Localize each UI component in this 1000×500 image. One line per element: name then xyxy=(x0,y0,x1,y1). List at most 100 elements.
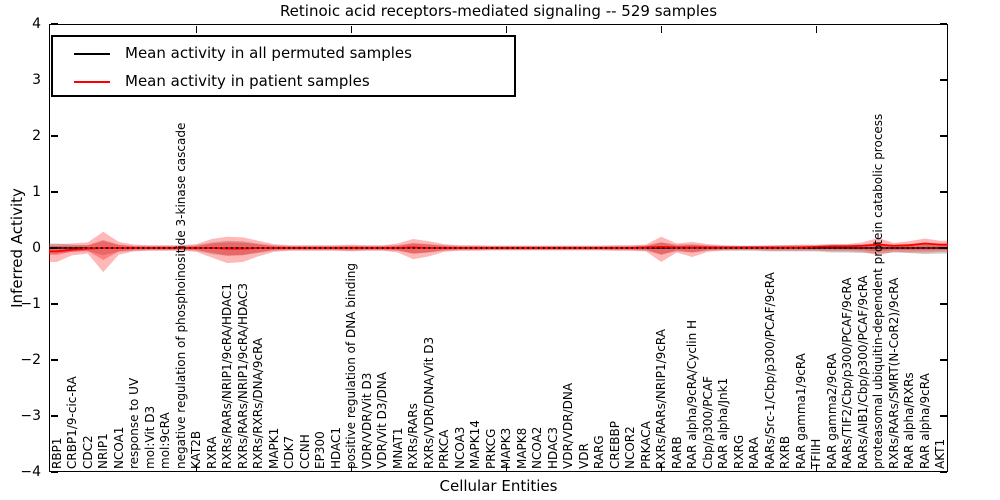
x-category-label: RXRs/RARs/NRIP1/9cRA/HDAC3 xyxy=(235,282,250,469)
x-category-label: response to UV xyxy=(127,377,142,469)
x-category-label: RAR alpha/RXRs xyxy=(902,372,917,469)
x-category-label: MAPK8 xyxy=(514,427,529,469)
tick-mark xyxy=(350,463,352,471)
tick-mark xyxy=(50,191,58,193)
activity-line-chart xyxy=(49,231,948,273)
x-category-label: CCNH xyxy=(297,434,312,469)
tick-mark xyxy=(505,463,507,471)
tick-mark xyxy=(939,135,947,137)
x-category-label: RAR gamma1/9cRA xyxy=(793,353,808,469)
y-tick-label: −4 xyxy=(20,464,41,480)
x-category-label: RARs/TIF2/Cbp/p300/PCAF/9cRA xyxy=(840,277,855,469)
x-category-label: RARs/AIB1/Cbp/p300/PCAF/9cRA xyxy=(855,275,870,469)
legend-entry-patient: Mean activity in patient samples xyxy=(53,68,514,96)
x-category-label: MAPK14 xyxy=(468,420,483,469)
x-category-label: VDR xyxy=(576,443,591,469)
x-category-label: PRKCG xyxy=(483,428,498,469)
tick-mark xyxy=(939,415,947,417)
chart-legend: Mean activity in all permuted samples Me… xyxy=(51,35,516,97)
x-category-label: RXRs/RARs xyxy=(406,403,421,469)
legend-label-patient: Mean activity in patient samples xyxy=(125,72,370,90)
x-category-label: PRKACA xyxy=(638,421,653,469)
x-category-label: mol:9cRA xyxy=(158,412,173,469)
x-category-label: mol:Vit D3 xyxy=(142,405,157,469)
x-category-label: NCOA3 xyxy=(452,426,467,469)
tick-mark xyxy=(50,415,58,417)
x-category-label: positive regulation of DNA binding xyxy=(344,263,359,469)
x-category-label: RARs/Src-1/Cbp/p300/PCAF/9cRA xyxy=(762,272,777,469)
x-category-label: NCOR2 xyxy=(623,426,638,469)
x-category-label: negative regulation of phosphoinositide … xyxy=(173,122,188,469)
legend-line-patient-icon xyxy=(74,81,110,83)
x-category-label: CREBBP xyxy=(607,421,622,469)
x-category-label: RARA xyxy=(747,436,762,469)
tick-mark xyxy=(195,25,197,33)
x-category-label: CDC2 xyxy=(80,435,95,469)
tick-mark xyxy=(50,471,58,473)
x-category-label: HDAC1 xyxy=(328,426,343,469)
x-category-label: RAR alpha/9cRA xyxy=(917,373,932,469)
x-category-label: proteasomal ubiquitin-dependent protein … xyxy=(871,113,886,469)
x-category-label: VDR/VDR/Vit D3 xyxy=(359,372,374,469)
tick-mark xyxy=(50,303,58,305)
tick-mark xyxy=(505,25,507,33)
x-category-label: RXRG xyxy=(731,434,746,469)
x-category-label: RARG xyxy=(592,435,607,469)
tick-mark xyxy=(939,79,947,81)
x-category-label: CRBP1/9-cic-RA xyxy=(65,376,80,469)
tick-mark xyxy=(815,463,817,471)
x-category-label: AKT1 xyxy=(933,438,948,469)
tick-mark xyxy=(939,303,947,305)
tick-mark xyxy=(815,25,817,33)
x-category-label: EP300 xyxy=(313,431,328,469)
x-category-label: RXRs/RARs/NRIP1/9cRA/HDAC1 xyxy=(220,282,235,469)
y-tick-label: −3 xyxy=(20,408,41,424)
tick-mark xyxy=(939,23,947,25)
x-category-label: RXRB xyxy=(778,435,793,469)
x-category-label: RBP1 xyxy=(49,437,64,469)
y-tick-label: 0 xyxy=(32,240,41,256)
x-category-label: NCOA1 xyxy=(111,426,126,469)
tick-mark xyxy=(939,191,947,193)
x-category-label: MNAT1 xyxy=(390,427,405,469)
tick-mark xyxy=(660,463,662,471)
y-tick-label: 4 xyxy=(32,16,41,32)
x-category-label: MAPK1 xyxy=(266,427,281,469)
x-category-label: CDK7 xyxy=(282,435,297,469)
tick-mark xyxy=(350,25,352,33)
tick-mark xyxy=(50,359,58,361)
tick-mark xyxy=(50,135,58,137)
x-category-label: RXRs/RARs/NRIP1/9cRA xyxy=(654,329,669,469)
tick-mark xyxy=(50,23,58,25)
legend-line-permuted-icon xyxy=(74,53,110,55)
x-axis-label: Cellular Entities xyxy=(439,477,558,495)
x-category-label: VDR/Vit D3/DNA xyxy=(375,372,390,469)
x-category-label: RXRA xyxy=(204,436,219,469)
legend-label-permuted: Mean activity in all permuted samples xyxy=(125,44,412,62)
x-category-label: RAR alpha/9cRA/Cyclin H xyxy=(685,319,700,469)
y-tick-label: −1 xyxy=(20,296,41,312)
y-tick-label: 3 xyxy=(32,72,41,88)
x-category-label: RAR gamma2/9cRA xyxy=(824,353,839,469)
chart-title: Retinoic acid receptors-mediated signali… xyxy=(279,2,718,20)
x-category-label: RAR alpha/Jnk1 xyxy=(716,377,731,469)
x-category-label: NCOA2 xyxy=(530,426,545,469)
x-category-label: PRKCA xyxy=(437,429,452,469)
x-category-label: RXRs/RARs/SMRT(N-CoR2)/9cRA xyxy=(886,277,901,469)
x-category-label: NRIP1 xyxy=(96,433,111,469)
x-category-label: RARB xyxy=(669,436,684,469)
tick-mark xyxy=(195,463,197,471)
x-category-label: Cbp/p300/PCAF xyxy=(700,376,715,469)
tick-mark xyxy=(939,359,947,361)
x-category-label: HDAC3 xyxy=(545,426,560,469)
tick-mark xyxy=(939,471,947,473)
tick-mark xyxy=(50,247,58,249)
x-category-label: RXRs/VDR/DNA/Vit D3 xyxy=(421,336,436,469)
tick-mark xyxy=(660,25,662,33)
patient-range-band xyxy=(49,231,948,273)
legend-entry-permuted: Mean activity in all permuted samples xyxy=(53,40,514,68)
y-tick-label: 2 xyxy=(32,128,41,144)
patient-inner-range-band xyxy=(49,239,948,261)
x-category-label: RXRs/RXRs/DNA/9cRA xyxy=(251,337,266,469)
